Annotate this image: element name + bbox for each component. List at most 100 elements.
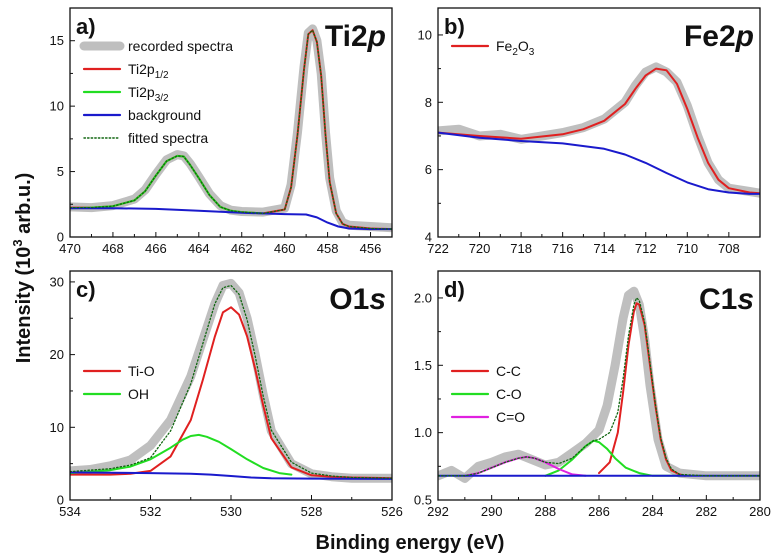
y-tick-label: 1.5 [414, 358, 432, 373]
x-tick-label: 282 [695, 504, 717, 519]
element-label-orbital: p [367, 20, 386, 53]
y-tick-label: 30 [50, 274, 64, 289]
y-tick-label: 5 [57, 164, 64, 179]
x-tick-label: 292 [427, 504, 449, 519]
x-tick-label: 458 [317, 241, 339, 256]
legend-label-text: background [128, 107, 201, 123]
series-line-4-1 [438, 286, 760, 483]
series-line-1-2 [70, 29, 392, 231]
y-axis-title-main: Intensity (10 [13, 247, 35, 364]
panel-1: 470 468 466 464 462 460 458 456 0 5 10 15 a) Ti2p reco… [50, 7, 393, 256]
legend-label-part: O [518, 38, 529, 54]
legend-label-text: C-C [496, 363, 521, 379]
x-tick-label: 530 [220, 504, 242, 519]
y-tick-label: 10 [418, 27, 432, 42]
x-tick-label: 462 [231, 241, 253, 256]
legend-label-text: OH [128, 386, 149, 402]
series-line-2-3 [438, 131, 760, 195]
x-tick-label: 470 [59, 241, 81, 256]
panel-letter: b) [444, 14, 465, 39]
legend-label: C-O [496, 386, 522, 402]
panel-letter: a) [76, 14, 96, 39]
x-tick-label: 716 [552, 241, 574, 256]
element-label-orbital: s [369, 283, 386, 316]
y-tick-label: 0 [57, 230, 64, 245]
series-line-3-4 [70, 471, 392, 480]
panel-4: 292 290 288 286 284 282 280 0.5 1.0 1.5 2.0 d) C1s C-… [414, 270, 771, 519]
legend-label-subscript: 3/2 [155, 93, 169, 104]
x-tick-label: 280 [749, 504, 771, 519]
y-tick-label: 20 [50, 347, 64, 362]
panel-3: 534 532 530 528 526 0 10 20 30 c) O1s Ti-O OH [50, 270, 403, 519]
x-tick-label: 718 [510, 241, 532, 256]
x-tick-label: 534 [59, 504, 81, 519]
x-tick-label: 466 [145, 241, 167, 256]
legend-item: Ti2p1/2 [82, 61, 169, 81]
legend-item: recorded spectra [79, 38, 233, 54]
plot-area [438, 286, 760, 483]
element-label: Fe2p [684, 20, 754, 53]
panel-letter: c) [76, 277, 96, 302]
legend-label-text: recorded spectra [128, 38, 233, 54]
y-tick-label: 15 [50, 33, 64, 48]
legend-label: OH [128, 386, 149, 402]
y-axis-title-unit: arb.u.) [13, 173, 35, 240]
y-tick-label: 2.0 [414, 290, 432, 305]
panel-letter: d) [444, 277, 465, 302]
y-tick-label: 1.0 [414, 425, 432, 440]
legend-label: Ti2p3/2 [128, 84, 169, 104]
y-tick-label: 0 [57, 493, 64, 508]
legend-item: fitted spectra [83, 130, 208, 146]
x-tick-label: 720 [469, 241, 491, 256]
series-line-4-6 [438, 297, 760, 477]
x-tick-label: 288 [534, 504, 556, 519]
x-tick-label: 722 [427, 241, 449, 256]
plot-area [70, 278, 392, 483]
y-tick-label: 10 [50, 420, 64, 435]
x-tick-label: 714 [593, 241, 615, 256]
series-line-3-2 [70, 306, 392, 480]
element-label: Ti2p [325, 20, 386, 53]
plot-area [438, 62, 760, 198]
series-line-3-3 [70, 433, 293, 476]
legend-label-text: Ti2p [128, 61, 155, 77]
y-tick-label: 6 [425, 162, 432, 177]
x-tick-label: 528 [301, 504, 323, 519]
legend-item: Ti2p3/2 [82, 84, 169, 104]
legend-label: C-C [496, 363, 521, 379]
element-label-orbital: s [737, 283, 754, 316]
legend-label: C=O [496, 409, 525, 425]
y-tick-label: 4 [425, 230, 432, 245]
y-axis-title-superscript: 3 [10, 239, 25, 246]
x-tick-label: 710 [676, 241, 698, 256]
series-line-1-4 [70, 207, 392, 231]
series-line-3-1 [70, 278, 392, 483]
plot-frame [69, 7, 393, 238]
x-tick-label: 460 [274, 241, 296, 256]
legend-label-text: Ti2p [128, 84, 155, 100]
x-tick-label: 464 [188, 241, 210, 256]
legend-label-text: C-O [496, 386, 522, 402]
element-label-base: Ti2 [325, 20, 368, 53]
element-label-base: C1 [699, 283, 737, 316]
series-line-1-5 [70, 29, 392, 230]
element-label-base: Fe2 [684, 20, 736, 53]
x-tick-label: 290 [481, 504, 503, 519]
legend-item: C-C [450, 363, 521, 379]
x-tick-label: 468 [102, 241, 124, 256]
legend-item: OH [82, 386, 149, 402]
legend-item: C=O [450, 409, 525, 425]
legend-label-part: 3 [529, 47, 535, 58]
legend-label: fitted spectra [128, 130, 208, 146]
x-tick-label: 286 [588, 504, 610, 519]
x-tick-label: 526 [381, 504, 403, 519]
x-tick-label: 708 [718, 241, 740, 256]
series-line-2-1 [438, 62, 760, 198]
y-tick-label: 0.5 [414, 493, 432, 508]
x-tick-label: 456 [360, 241, 382, 256]
series-line-1-1 [70, 24, 392, 233]
legend-label: Ti-O [128, 363, 155, 379]
